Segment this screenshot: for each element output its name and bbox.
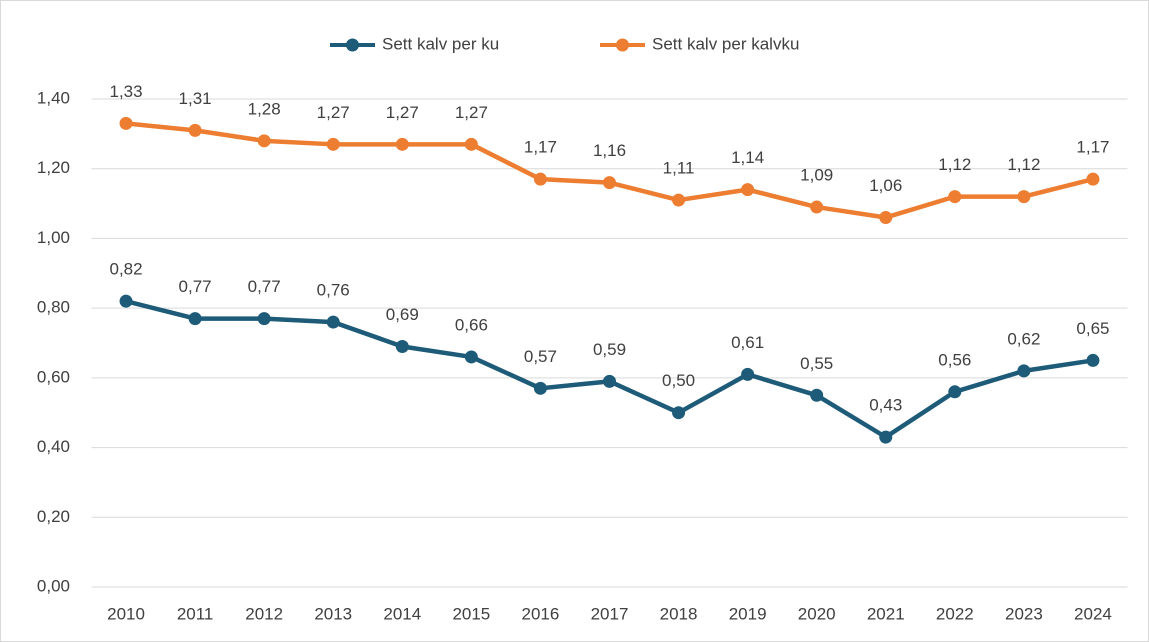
y-tick-label: 0,00 — [37, 576, 70, 595]
x-tick-label: 2020 — [798, 604, 836, 623]
data-label: 1,28 — [248, 99, 281, 118]
data-label: 0,59 — [593, 340, 626, 359]
data-point — [948, 190, 962, 204]
y-tick-label: 0,40 — [37, 437, 70, 456]
data-label: 0,77 — [179, 277, 212, 296]
data-label: 0,55 — [800, 354, 833, 373]
data-point — [533, 381, 547, 395]
data-point — [879, 211, 893, 225]
legend-marker — [616, 38, 629, 52]
x-tick-label: 2021 — [867, 604, 905, 623]
data-point — [533, 172, 547, 186]
data-label: 0,50 — [662, 371, 695, 390]
data-point — [257, 134, 271, 148]
legend-label: Sett kalv per kalvku — [652, 34, 799, 53]
data-label: 1,12 — [1007, 155, 1040, 174]
data-point — [257, 312, 271, 326]
data-point — [395, 339, 409, 353]
x-tick-label: 2012 — [245, 604, 283, 623]
data-point — [119, 294, 133, 308]
data-label: 0,61 — [731, 333, 764, 352]
data-label: 1,27 — [455, 103, 488, 122]
x-tick-label: 2015 — [452, 604, 490, 623]
data-label: 1,27 — [317, 103, 350, 122]
data-label: 0,65 — [1076, 319, 1109, 338]
data-point — [1086, 172, 1100, 186]
x-tick-label: 2011 — [177, 604, 214, 623]
y-tick-label: 0,60 — [37, 367, 70, 386]
data-label: 1,27 — [386, 103, 419, 122]
data-point — [603, 374, 616, 388]
data-point — [741, 183, 755, 197]
data-point — [1086, 353, 1100, 367]
data-point — [188, 312, 202, 326]
data-label: 0,77 — [248, 277, 281, 296]
data-label: 0,82 — [109, 260, 142, 279]
data-label: 1,11 — [663, 159, 695, 178]
data-label: 1,09 — [800, 166, 833, 185]
data-label: 0,62 — [1007, 329, 1040, 348]
data-point — [464, 137, 478, 151]
data-label: 1,14 — [731, 148, 764, 167]
x-tick-label: 2022 — [936, 604, 974, 623]
data-label: 1,17 — [1076, 138, 1109, 157]
x-tick-label: 2024 — [1074, 604, 1112, 623]
data-point — [672, 406, 686, 420]
data-point — [672, 193, 686, 207]
data-label: 1,16 — [593, 141, 626, 160]
data-point — [119, 116, 133, 130]
x-tick-label: 2018 — [660, 604, 698, 623]
data-point — [948, 385, 962, 399]
legend-marker — [346, 38, 359, 52]
legend-label: Sett kalv per ku — [382, 34, 499, 53]
data-label: 1,12 — [938, 155, 971, 174]
data-label: 1,33 — [109, 82, 142, 101]
data-point — [810, 388, 824, 402]
x-tick-label: 2019 — [729, 604, 767, 623]
x-tick-label: 2017 — [591, 604, 629, 623]
data-point — [603, 176, 616, 190]
data-point — [326, 315, 340, 329]
data-point — [810, 200, 824, 214]
x-tick-label: 2013 — [314, 604, 352, 623]
data-point — [1017, 364, 1031, 378]
data-label: 0,76 — [317, 281, 350, 300]
data-label: 1,17 — [524, 138, 557, 157]
data-point — [188, 123, 202, 137]
data-point — [1017, 190, 1031, 204]
data-point — [326, 137, 340, 151]
y-tick-label: 0,80 — [37, 298, 70, 317]
data-point — [464, 350, 478, 364]
x-tick-label: 2010 — [107, 604, 145, 623]
y-tick-label: 1,40 — [37, 88, 70, 107]
data-label: 0,69 — [386, 305, 419, 324]
y-tick-label: 1,20 — [37, 158, 70, 177]
data-label: 0,43 — [869, 396, 902, 415]
data-label: 0,56 — [938, 350, 971, 369]
x-tick-label: 2023 — [1005, 604, 1043, 623]
data-label: 0,66 — [455, 315, 488, 334]
data-label: 1,31 — [179, 89, 212, 108]
data-label: 1,06 — [869, 176, 902, 195]
y-tick-label: 0,20 — [37, 507, 70, 526]
x-tick-label: 2016 — [522, 604, 560, 623]
data-point — [395, 137, 409, 151]
x-tick-label: 2014 — [383, 604, 421, 623]
y-tick-label: 1,00 — [37, 228, 70, 247]
data-point — [741, 367, 755, 381]
data-label: 0,57 — [524, 347, 557, 366]
data-point — [879, 430, 893, 444]
